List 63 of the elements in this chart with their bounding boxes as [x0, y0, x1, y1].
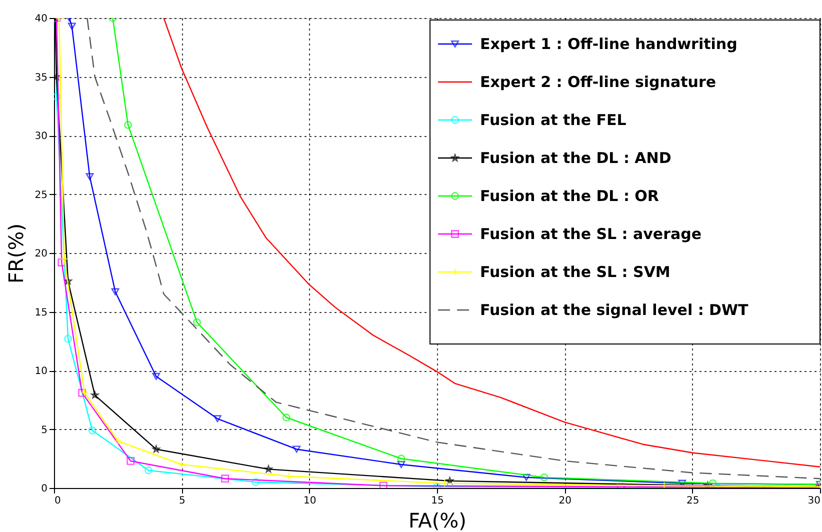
x-tick-label: 20 — [558, 496, 572, 506]
legend-label: Fusion at the DL : OR — [480, 187, 660, 205]
x-tick-label: 5 — [178, 496, 186, 506]
y-tick-label: 0 — [41, 484, 48, 494]
point — [114, 437, 122, 445]
point — [660, 482, 668, 488]
legend-label: Fusion at the DL : AND — [480, 149, 672, 167]
point — [540, 473, 548, 482]
y-tick-label: 10 — [34, 366, 48, 377]
legend-label: Fusion at the FEL — [480, 111, 627, 129]
point — [144, 466, 152, 474]
point — [58, 258, 66, 266]
point — [80, 388, 89, 397]
point — [78, 388, 86, 397]
point — [440, 479, 449, 488]
point — [126, 457, 135, 465]
point — [64, 334, 72, 343]
x-tick-label: 0 — [54, 496, 61, 506]
x-tick-label: 30 — [808, 496, 820, 506]
legend-label: Fusion at the SL : SVM — [480, 263, 670, 281]
point — [522, 474, 530, 481]
legend-label: Fusion at the SL : average — [480, 225, 702, 243]
point — [292, 446, 301, 453]
point — [64, 277, 72, 285]
point — [397, 454, 406, 463]
point — [152, 372, 160, 380]
point — [264, 465, 272, 473]
point — [284, 472, 293, 480]
point — [282, 414, 290, 422]
x-tick-label: 25 — [686, 496, 700, 506]
point — [379, 482, 388, 488]
point — [446, 476, 454, 484]
point — [221, 474, 230, 483]
x-tick-label: 10 — [303, 496, 316, 506]
y-tick-label: 35 — [34, 72, 48, 84]
legend-label: Fusion at the signal level : DWT — [480, 301, 750, 319]
y-tick-label: 5 — [41, 424, 48, 436]
point — [193, 318, 201, 326]
x-tick-label: 15 — [431, 496, 444, 506]
y-tick-label: 20 — [34, 248, 48, 260]
point — [54, 72, 60, 80]
legend-label: Expert 2 : Off-line signature — [480, 73, 716, 91]
y-tick-label: 25 — [34, 190, 48, 201]
point — [68, 22, 76, 30]
point — [60, 254, 68, 263]
point — [91, 391, 99, 398]
point — [397, 460, 406, 468]
legend-label: Expert 1 : Off-line handwriting — [480, 35, 738, 53]
point — [178, 460, 186, 468]
point — [213, 415, 222, 422]
y-tick-label: 30 — [34, 131, 48, 142]
point — [708, 479, 717, 488]
point — [111, 288, 120, 296]
point — [86, 173, 94, 180]
point — [124, 120, 132, 129]
y-tick-label: 40 — [34, 14, 48, 24]
point — [252, 478, 260, 486]
x-axis-title: FA(%) — [408, 508, 466, 532]
y-tick-label: 15 — [34, 307, 48, 318]
y-axis-title: FR(%) — [4, 223, 28, 284]
point — [54, 92, 61, 101]
point — [152, 445, 160, 453]
point — [88, 426, 96, 434]
